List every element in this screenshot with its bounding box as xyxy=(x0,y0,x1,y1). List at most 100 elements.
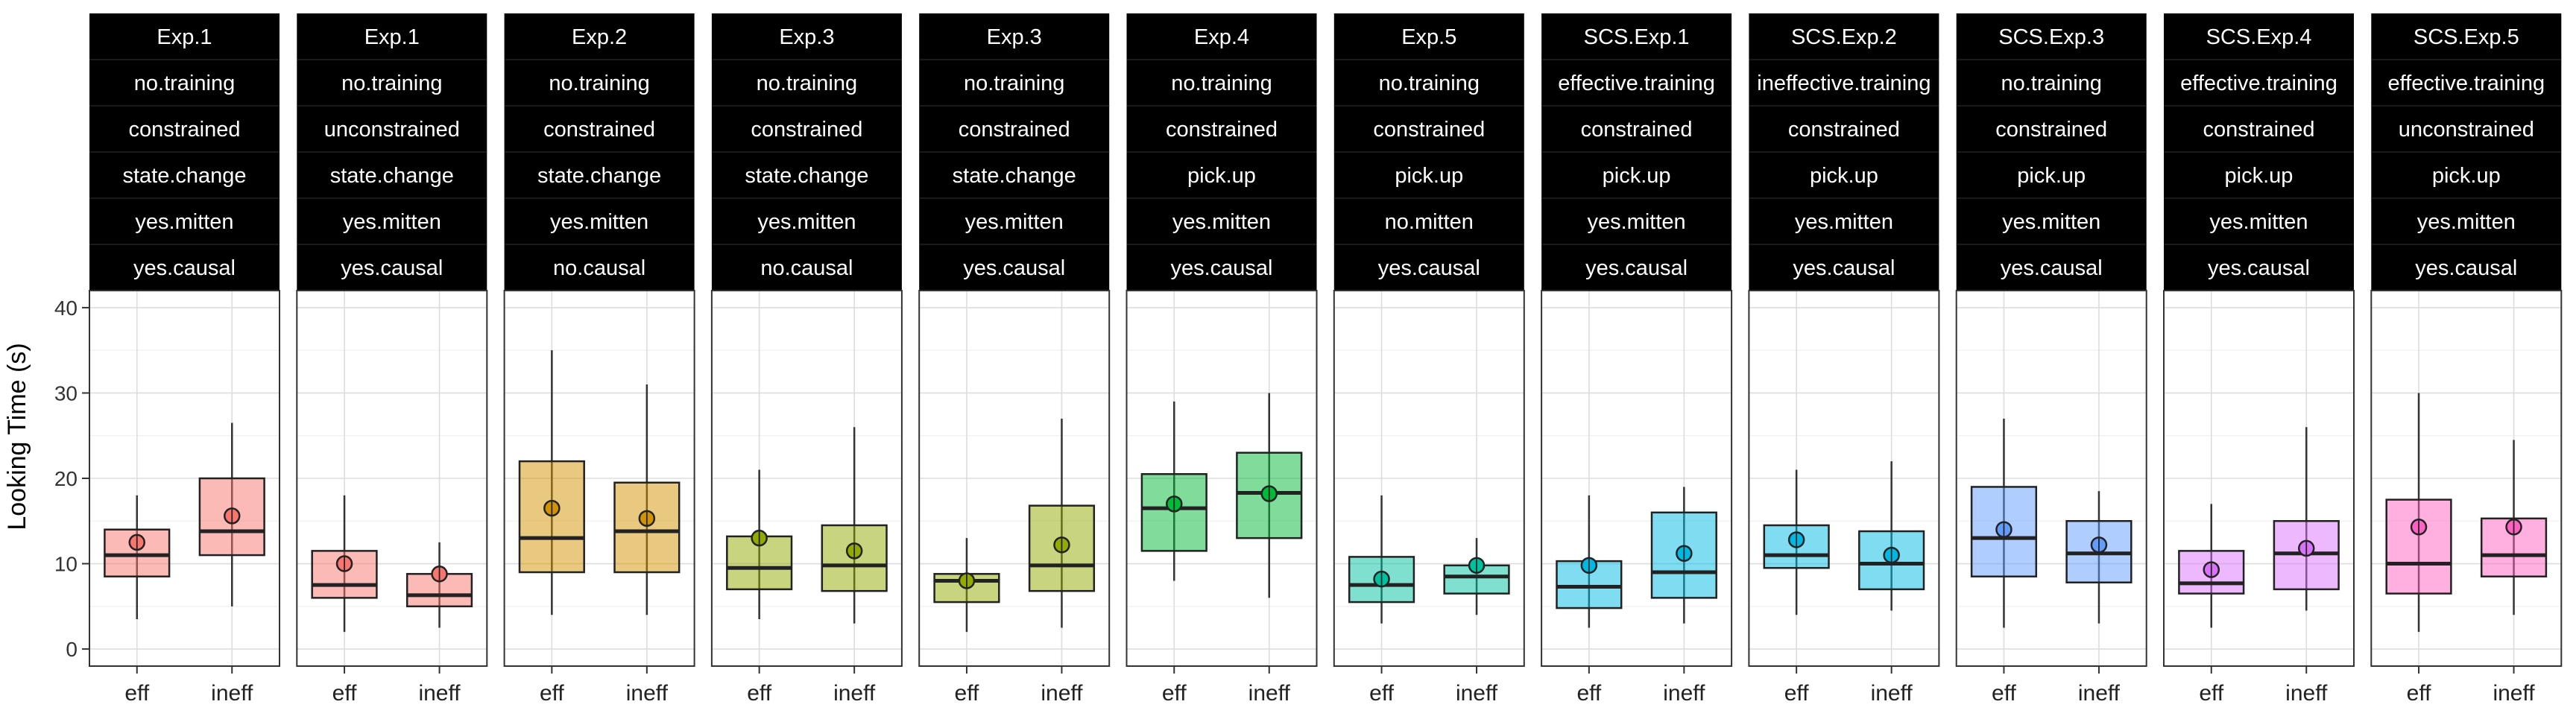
strip-label: unconstrained xyxy=(2399,118,2534,142)
strip-label: yes.causal xyxy=(2208,256,2310,280)
strip-label: SCS.Exp.3 xyxy=(1998,25,2104,49)
y-tick-label: 0 xyxy=(66,638,78,661)
strip-label: effective.training xyxy=(1558,72,1715,95)
x-tick-label: ineff xyxy=(626,681,669,706)
strip-label: effective.training xyxy=(2387,72,2545,95)
panel-border xyxy=(1541,290,1733,667)
strip-label: state.change xyxy=(330,164,454,188)
x-tick-label: eff xyxy=(2407,681,2431,706)
strip-label: pick.up xyxy=(2225,164,2294,188)
panel-border xyxy=(2370,290,2563,667)
panel-border xyxy=(710,290,903,667)
strip-label: yes.causal xyxy=(1378,256,1480,280)
strip-label: Exp.1 xyxy=(364,25,420,49)
x-tick-label: ineff xyxy=(418,681,461,706)
x-tick-label: eff xyxy=(1162,681,1187,706)
panel-border xyxy=(296,290,488,667)
x-tick-label: ineff xyxy=(1663,681,1705,706)
strip-label: SCS.Exp.1 xyxy=(1584,25,1690,49)
strip-label: yes.causal xyxy=(1793,256,1895,280)
strip-label: SCS.Exp.4 xyxy=(2206,25,2312,49)
x-tick-label: ineff xyxy=(833,681,876,706)
strip-label: constrained xyxy=(1166,118,1278,142)
strip-label: constrained xyxy=(1788,118,1900,142)
strip-label: pick.up xyxy=(1187,164,1256,188)
strip-label: yes.mitten xyxy=(550,210,648,234)
strip-label: yes.mitten xyxy=(965,210,1064,234)
strip-label: yes.causal xyxy=(341,256,443,280)
x-tick-label: ineff xyxy=(1041,681,1083,706)
panel-border xyxy=(89,290,280,667)
strip-label: constrained xyxy=(2203,118,2315,142)
strip-label: effective.training xyxy=(2180,72,2337,95)
strip-label: Exp.3 xyxy=(987,25,1042,49)
strip-label: constrained xyxy=(1581,118,1693,142)
strip-label: no.training xyxy=(134,72,235,95)
strip-label: yes.mitten xyxy=(1795,210,1893,234)
strip-label: no.training xyxy=(1171,72,1272,95)
strip-label: yes.mitten xyxy=(757,210,856,234)
y-tick-label: 10 xyxy=(54,553,78,576)
x-tick-label: eff xyxy=(955,681,979,706)
y-tick-label: 30 xyxy=(54,381,78,405)
eff-box xyxy=(2385,498,2452,595)
x-tick-label: eff xyxy=(1992,681,2016,706)
strip-label: yes.causal xyxy=(1170,256,1272,280)
strip-label: yes.causal xyxy=(963,256,1065,280)
strip-label: no.training xyxy=(964,72,1064,95)
strip-label: yes.mitten xyxy=(2209,210,2308,234)
x-tick-label: eff xyxy=(332,681,357,706)
strip-label: Exp.2 xyxy=(572,25,627,49)
panel-border xyxy=(1333,290,1525,667)
strip-label: pick.up xyxy=(2432,164,2501,188)
strip-label: pick.up xyxy=(1395,164,1463,188)
strip-label: state.change xyxy=(537,164,661,188)
strip-label: yes.causal xyxy=(2001,256,2103,280)
strip-label: yes.mitten xyxy=(2417,210,2516,234)
strip-label: pick.up xyxy=(1603,164,1671,188)
strip-label: no.training xyxy=(1379,72,1480,95)
panel-border xyxy=(2163,290,2355,667)
strip-label: no.causal xyxy=(553,256,645,280)
ineff-box xyxy=(613,481,681,574)
strip-label: no.training xyxy=(757,72,857,95)
strip-label: Exp.5 xyxy=(1401,25,1456,49)
strip-label: constrained xyxy=(129,118,241,142)
strip-label: constrained xyxy=(751,118,862,142)
strip-label: Exp.3 xyxy=(779,25,834,49)
x-tick-label: ineff xyxy=(211,681,253,706)
x-tick-label: eff xyxy=(1784,681,1809,706)
strip-label: constrained xyxy=(1373,118,1485,142)
strip-label: pick.up xyxy=(1810,164,1878,188)
strip-label: no.training xyxy=(341,72,442,95)
panel-border xyxy=(918,290,1111,667)
y-tick-label: 40 xyxy=(54,297,78,320)
panel-border xyxy=(1748,290,1940,667)
y-axis-label: Looking Time (s) xyxy=(3,343,31,530)
strip-label: no.training xyxy=(2001,72,2101,95)
strip-label: Exp.1 xyxy=(157,25,212,49)
eff-box xyxy=(518,460,585,574)
strip-label: yes.mitten xyxy=(2002,210,2100,234)
strip-label: no.mitten xyxy=(1385,210,1474,234)
strip-label: yes.mitten xyxy=(1172,210,1271,234)
strip-label: yes.mitten xyxy=(135,210,233,234)
strip-label: state.change xyxy=(745,164,868,188)
strip-label: yes.causal xyxy=(1585,256,1688,280)
strip-label: yes.mitten xyxy=(343,210,441,234)
x-tick-label: eff xyxy=(540,681,564,706)
x-tick-label: ineff xyxy=(2078,681,2121,706)
strip-label: yes.causal xyxy=(133,256,236,280)
x-tick-label: eff xyxy=(124,681,149,706)
eff-box xyxy=(1140,473,1208,552)
x-tick-label: eff xyxy=(2199,681,2223,706)
x-tick-label: eff xyxy=(1369,681,1394,706)
x-tick-label: ineff xyxy=(1248,681,1291,706)
panel-border xyxy=(503,290,695,667)
strip-label: constrained xyxy=(543,118,655,142)
strip-label: no.training xyxy=(549,72,649,95)
x-tick-label: ineff xyxy=(2285,681,2328,706)
panel-border xyxy=(1126,290,1318,667)
strip-label: Exp.4 xyxy=(1194,25,1249,49)
